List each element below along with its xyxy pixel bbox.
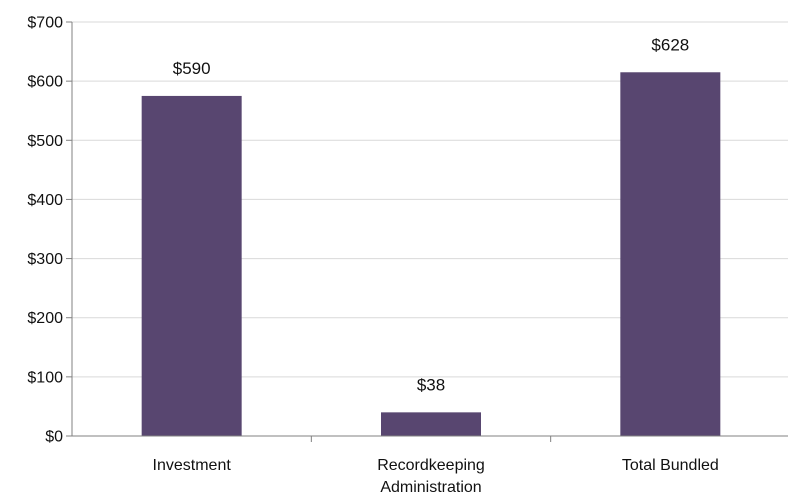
labels: $0 $100 $200 $300 $400 $500 $600 $700 $590 Invest…: [27, 15, 718, 497]
axes: [66, 21, 788, 442]
data-label: $590: [173, 59, 211, 78]
x-tick-label: Recordkeeping Administration: [377, 457, 485, 496]
y-tick-label: $200: [27, 310, 63, 327]
bar: [381, 412, 481, 436]
y-tick-label: $400: [27, 192, 63, 209]
x-tick-label-line: Investment: [153, 457, 232, 474]
bars: [141, 72, 721, 437]
bar: [620, 72, 721, 437]
y-tick-label: $0: [45, 429, 63, 446]
data-label: $38: [417, 375, 445, 394]
y-tick-label: $600: [27, 74, 63, 91]
bar: [141, 95, 242, 436]
x-tick-label-line: Administration: [380, 479, 481, 496]
y-tick-label: $500: [27, 133, 63, 150]
data-label: $628: [651, 35, 689, 54]
y-tick-label: $100: [27, 369, 63, 386]
x-tick-label-line: Total Bundled: [622, 457, 719, 474]
x-tick-label: Investment: [153, 457, 232, 474]
x-tick-label-line: Recordkeeping: [377, 457, 485, 474]
y-tick-label: $300: [27, 251, 63, 268]
y-tick-label: $700: [27, 15, 63, 32]
x-tick-label: Total Bundled: [622, 457, 719, 474]
